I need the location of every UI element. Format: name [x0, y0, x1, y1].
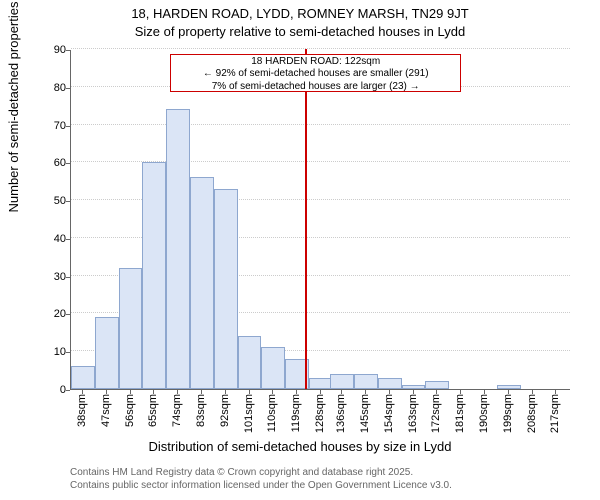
y-axis-label: Number of semi-detached properties [6, 2, 21, 213]
x-axis-label: Distribution of semi-detached houses by … [0, 439, 600, 454]
histogram-bar [214, 189, 238, 389]
x-tick-label: 181sqm [454, 394, 466, 433]
x-tick-label: 101sqm [243, 394, 255, 433]
histogram-bar [190, 177, 214, 389]
histogram-bar [425, 381, 449, 389]
y-tick-label: 80 [26, 82, 66, 94]
y-tick-mark [66, 314, 70, 315]
histogram-bar [402, 385, 426, 389]
annotation-line2: ← 92% of semi-detached houses are smalle… [173, 68, 458, 81]
x-tick-label: 208sqm [526, 394, 538, 433]
x-tick-label: 217sqm [549, 394, 561, 433]
x-tick-mark [508, 390, 509, 394]
x-tick-mark [82, 390, 83, 394]
x-tick-mark [225, 390, 226, 394]
y-tick-mark [66, 201, 70, 202]
histogram-bar [330, 374, 354, 389]
x-tick-mark [201, 390, 202, 394]
annotation-line1: 18 HARDEN ROAD: 122sqm [173, 56, 458, 69]
x-tick-mark [555, 390, 556, 394]
x-tick-mark [130, 390, 131, 394]
x-tick-mark [177, 390, 178, 394]
x-tick-label: 65sqm [147, 394, 159, 427]
x-tick-label: 110sqm [266, 394, 278, 432]
y-tick-label: 60 [26, 157, 66, 169]
histogram-bar [95, 317, 119, 389]
x-tick-mark [341, 390, 342, 394]
x-tick-label: 38sqm [76, 394, 88, 427]
y-tick-mark [66, 50, 70, 51]
y-tick-label: 20 [26, 308, 66, 320]
x-tick-mark [532, 390, 533, 394]
histogram-bar [497, 385, 521, 389]
x-tick-mark [296, 390, 297, 394]
histogram-bar [354, 374, 378, 389]
x-tick-label: 136sqm [335, 394, 347, 433]
x-tick-mark [413, 390, 414, 394]
attribution-line2: Contains public sector information licen… [70, 479, 452, 492]
y-tick-mark [66, 390, 70, 391]
y-tick-mark [66, 352, 70, 353]
x-tick-label: 119sqm [290, 394, 302, 432]
y-tick-label: 10 [26, 346, 66, 358]
gridline [71, 48, 570, 49]
y-tick-label: 40 [26, 233, 66, 245]
x-tick-mark [484, 390, 485, 394]
x-tick-mark [272, 390, 273, 394]
gridline [71, 124, 570, 125]
x-tick-label: 199sqm [502, 394, 514, 433]
attribution-text: Contains HM Land Registry data © Crown c… [70, 466, 452, 492]
y-tick-label: 30 [26, 271, 66, 283]
x-tick-label: 92sqm [219, 394, 231, 427]
reference-line [305, 49, 307, 389]
chart-title-address: 18, HARDEN ROAD, LYDD, ROMNEY MARSH, TN2… [0, 6, 600, 21]
histogram-bar [119, 268, 143, 389]
x-tick-mark [389, 390, 390, 394]
y-tick-mark [66, 126, 70, 127]
x-tick-mark [320, 390, 321, 394]
x-tick-label: 83sqm [195, 394, 207, 427]
y-tick-label: 70 [26, 120, 66, 132]
y-tick-label: 90 [26, 44, 66, 56]
x-tick-label: 163sqm [407, 394, 419, 433]
annotation-line3: 7% of semi-detached houses are larger (2… [173, 81, 458, 94]
x-tick-mark [106, 390, 107, 394]
histogram-bar [142, 162, 166, 389]
x-tick-mark [460, 390, 461, 394]
x-tick-mark [153, 390, 154, 394]
x-tick-label: 190sqm [478, 394, 490, 433]
y-tick-mark [66, 88, 70, 89]
y-tick-label: 50 [26, 195, 66, 207]
histogram-bar [378, 378, 402, 389]
x-tick-label: 128sqm [314, 394, 326, 433]
y-tick-mark [66, 163, 70, 164]
x-tick-mark [436, 390, 437, 394]
histogram-plot-area: 18 HARDEN ROAD: 122sqm← 92% of semi-deta… [70, 50, 570, 390]
attribution-line1: Contains HM Land Registry data © Crown c… [70, 466, 452, 479]
x-tick-label: 154sqm [383, 394, 395, 433]
x-tick-label: 56sqm [124, 394, 136, 427]
histogram-bar [166, 109, 190, 389]
annotation-box: 18 HARDEN ROAD: 122sqm← 92% of semi-deta… [170, 54, 461, 92]
x-tick-label: 74sqm [171, 394, 183, 427]
y-tick-mark [66, 277, 70, 278]
histogram-bar [238, 336, 262, 389]
x-tick-label: 145sqm [359, 394, 371, 433]
x-tick-label: 47sqm [100, 394, 112, 427]
x-tick-mark [365, 390, 366, 394]
histogram-bar [71, 366, 95, 389]
y-tick-label: 0 [26, 384, 66, 396]
x-tick-mark [249, 390, 250, 394]
x-tick-label: 172sqm [430, 394, 442, 433]
y-tick-mark [66, 239, 70, 240]
chart-title-subtitle: Size of property relative to semi-detach… [0, 24, 600, 39]
histogram-bar [261, 347, 285, 389]
